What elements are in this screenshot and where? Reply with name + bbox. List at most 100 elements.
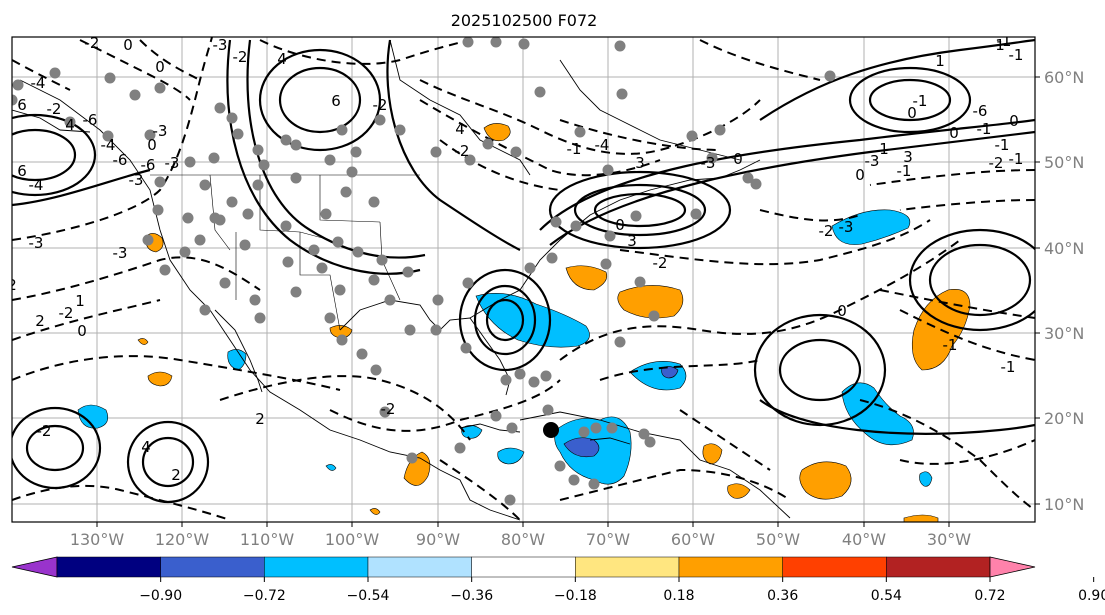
lat-tick-label: 20°N — [1044, 409, 1084, 428]
station-dot — [242, 208, 254, 220]
station-dot — [454, 442, 466, 454]
station-dot — [506, 422, 518, 434]
station-dot — [308, 244, 320, 256]
contour-value-label: -3 — [165, 154, 180, 172]
contour-value-label: -2 — [373, 96, 388, 114]
shade-positive — [702, 443, 723, 465]
station-dot — [12, 94, 18, 106]
contour-value-label: 4 — [141, 438, 151, 456]
colorbar-tick-label: 0.36 — [767, 588, 798, 604]
station-dot — [350, 146, 362, 158]
shade-negative — [497, 447, 525, 465]
contour-value-label: 0 — [1009, 112, 1019, 130]
station-dot — [630, 210, 642, 222]
contour-value-label: -6 — [83, 111, 98, 129]
shade-negative — [227, 349, 247, 371]
station-dot — [542, 404, 554, 416]
contour-value-label: 1 — [879, 140, 889, 158]
lon-tick-label: 130°W — [70, 530, 125, 549]
station-dot — [614, 40, 626, 52]
contour-value-label: -1 — [567, 140, 582, 158]
colorbar-segment — [264, 556, 369, 578]
contour-value-label: -1 — [943, 336, 958, 354]
station-dot — [179, 246, 191, 258]
station-dot — [184, 156, 196, 168]
colorbar-under-triangle — [11, 556, 58, 578]
station-dot — [290, 172, 302, 184]
station-dot — [568, 474, 580, 486]
station-dot — [226, 112, 238, 124]
lon-tick-label: 40°W — [842, 530, 886, 549]
contour-value-label: -6 — [113, 151, 128, 169]
contour-value-label: 3 — [903, 148, 913, 166]
contour-value-label: -1 — [977, 120, 992, 138]
station-dot — [588, 478, 600, 490]
contour-value-label: -3 — [129, 171, 144, 189]
station-dot — [346, 166, 358, 178]
station-dot — [604, 230, 616, 242]
station-dot — [249, 294, 261, 306]
colorbar-segment — [56, 556, 161, 578]
station-dot — [432, 294, 444, 306]
shade-positive — [903, 514, 939, 522]
station-dot — [600, 258, 612, 270]
contour-value-label: 0 — [733, 150, 743, 168]
contour-value-label: -2 — [59, 304, 74, 322]
colorbar-segment — [367, 556, 472, 578]
station-dot — [490, 410, 502, 422]
contour-value-label: -6 — [0, 134, 13, 152]
station-dot — [546, 252, 558, 264]
station-dot — [142, 234, 154, 246]
station-dot — [824, 70, 836, 82]
station-dot — [490, 37, 502, 48]
contour-value-label: 1 — [75, 292, 85, 310]
station-dot — [49, 67, 61, 79]
contour-labels: -2 0 -3-20-46 -26-44 -6-4-6-3-6 -30-3-646 -220… — [0, 36, 1023, 484]
station-dot — [282, 256, 294, 268]
station-dot — [324, 312, 336, 324]
station-dot — [690, 208, 702, 220]
contour-value-label: 4 — [65, 116, 75, 134]
contour-value-label: -1 — [1001, 358, 1016, 376]
station-dot — [12, 79, 24, 91]
station-dot — [199, 304, 211, 316]
contour-value-label: 4 — [277, 50, 287, 68]
contour-value-label: -2 — [233, 48, 248, 66]
shade-negative — [831, 209, 911, 245]
station-dot — [290, 286, 302, 298]
lon-tick-label: 90°W — [416, 530, 460, 549]
station-dot — [554, 460, 566, 472]
lon-tick-label: 120°W — [155, 530, 210, 549]
shade-negative — [77, 404, 109, 429]
station-dot — [742, 172, 754, 184]
shade-positive — [147, 371, 173, 387]
contour-value-label: -3 — [213, 36, 228, 54]
station-dot — [462, 37, 474, 48]
shade-negative — [325, 464, 337, 471]
shade-positive — [329, 325, 353, 339]
station-dot — [638, 428, 650, 440]
station-dot — [232, 128, 244, 140]
station-dot — [750, 178, 762, 190]
figure-title: 2025102500 F072 — [451, 11, 598, 30]
station-dot — [104, 72, 116, 84]
station-dot — [614, 336, 626, 348]
lat-tick-label: 60°N — [1044, 68, 1084, 87]
lat-tick-label: 10°N — [1044, 495, 1084, 514]
station-markers — [12, 37, 836, 506]
contour-value-label: -2 — [653, 254, 668, 272]
station-dot — [352, 246, 364, 258]
colorbar-tick-label: 0.90 — [1078, 588, 1105, 604]
station-dot — [370, 364, 382, 376]
colorbar-segment — [471, 556, 576, 578]
shade-positive — [799, 461, 852, 500]
station-dot — [540, 370, 552, 382]
station-dot — [510, 146, 522, 158]
contour-value-label: 2 — [171, 466, 181, 484]
contour-value-label: 0 — [907, 104, 917, 122]
contour-value-label: 0 — [155, 58, 165, 76]
station-dot — [518, 38, 530, 50]
latitude-axis: 60°N 50°N 40°N 30°N 20°N 10°N — [1035, 68, 1084, 514]
colorbar-tick-label: −0.72 — [243, 588, 286, 604]
